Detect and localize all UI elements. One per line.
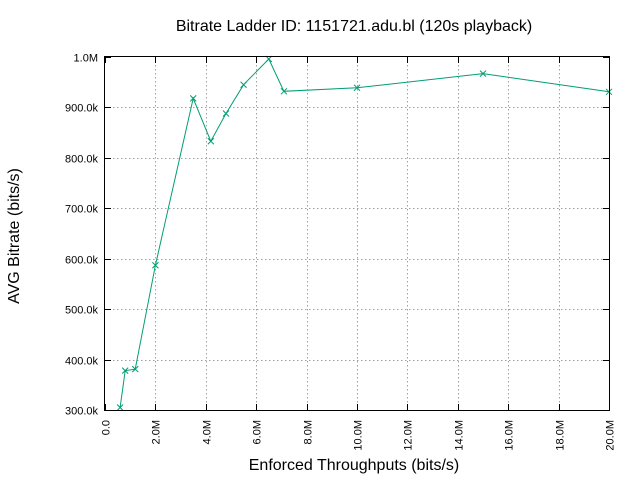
- data-point-marker: [207, 137, 215, 145]
- data-point-marker: [240, 81, 247, 89]
- data-point-marker: [131, 365, 139, 373]
- tick-layer: [105, 57, 610, 411]
- y-tick-labels: 300.0k 400.0k 500.0k 600.0k 700.0k 800.0k 900.…: [65, 53, 99, 418]
- y-tick-label: 1.0M: [74, 53, 98, 65]
- x-tick-label: 0.0: [101, 420, 113, 435]
- x-tick-label: 16.0M: [504, 420, 516, 451]
- data-point-marker: [116, 404, 124, 411]
- data-point-marker: [479, 70, 487, 77]
- grid-layer: [105, 57, 609, 410]
- x-tick-label: 2.0M: [151, 420, 163, 444]
- x-tick-label: 20.0M: [605, 420, 617, 451]
- y-tick-label: 500.0k: [65, 305, 99, 317]
- series-line: [119, 58, 610, 408]
- data-point-marker: [353, 84, 361, 92]
- chart-title: Bitrate Ladder ID: 1151721.adu.bl (120s …: [176, 18, 532, 35]
- data-point-marker: [280, 87, 288, 95]
- x-tick-label: 6.0M: [252, 420, 264, 444]
- x-tick-label: 14.0M: [454, 420, 466, 451]
- y-tick-label: 600.0k: [65, 255, 99, 267]
- data-point-marker: [189, 94, 197, 102]
- y-axis-label: AVG Bitrate (bits/s): [6, 168, 23, 304]
- data-point-marker: [222, 110, 230, 117]
- x-tick-label: 8.0M: [303, 420, 315, 444]
- y-tick-label: 300.0k: [65, 406, 99, 418]
- x-tick-label: 10.0M: [353, 420, 365, 451]
- x-tick-label: 12.0M: [403, 420, 415, 451]
- y-tick-label: 700.0k: [65, 204, 99, 216]
- data-point-marker: [265, 55, 273, 63]
- x-tick-labels: 0.0 2.0M 4.0M 6.0M 8.0M 10.0M 12.0M 14.0M 16.0M 1…: [101, 420, 617, 451]
- x-tick-label: 18.0M: [555, 420, 567, 451]
- data-point-marker: [152, 261, 159, 269]
- x-axis-label: Enforced Throughputs (bits/s): [249, 457, 459, 474]
- y-tick-label: 400.0k: [65, 356, 99, 368]
- data-point-marker: [121, 367, 129, 375]
- x-tick-label: 4.0M: [202, 420, 214, 444]
- y-tick-label: 800.0k: [65, 154, 99, 166]
- series-layer: [116, 55, 613, 411]
- plot-frame: [104, 56, 610, 411]
- y-tick-label: 900.0k: [65, 103, 99, 115]
